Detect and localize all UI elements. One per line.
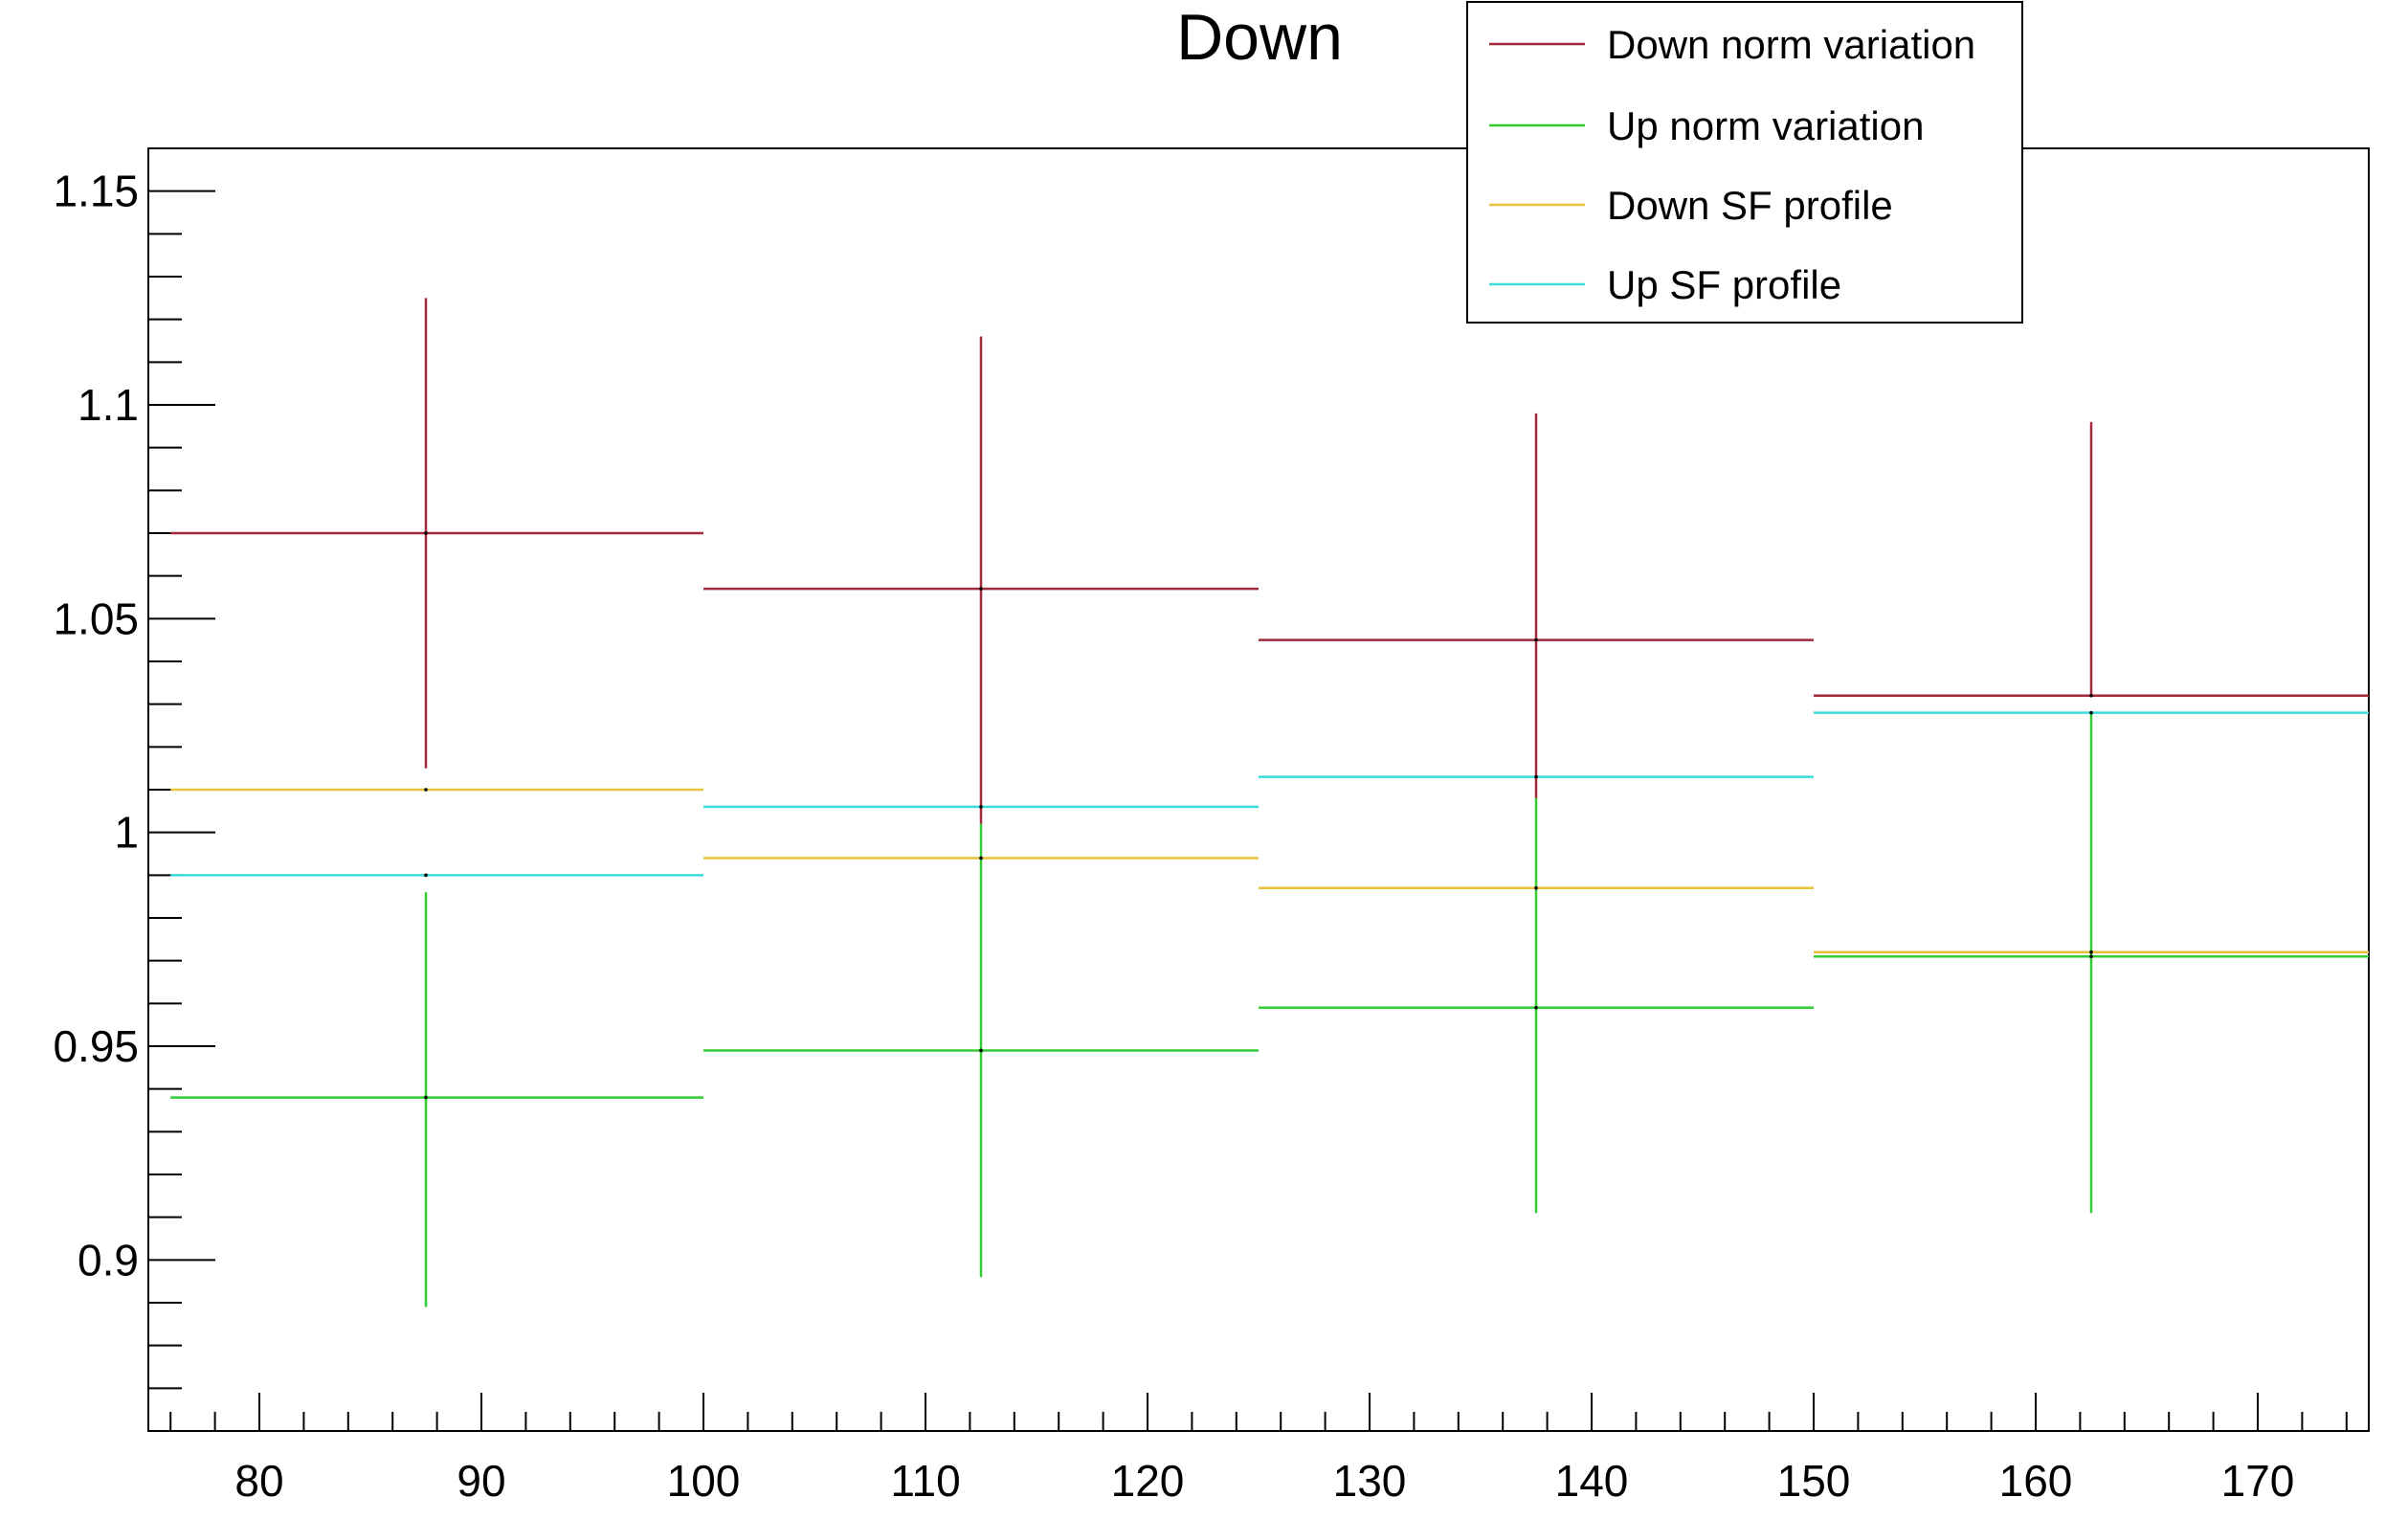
x-tick-label: 160 — [1999, 1456, 2073, 1506]
x-tick-label: 170 — [2221, 1456, 2295, 1506]
x-tick-label: 110 — [890, 1456, 960, 1506]
y-tick-label: 1.05 — [53, 593, 139, 643]
x-tick-label: 130 — [1333, 1456, 1407, 1506]
y-tick-label: 0.9 — [78, 1235, 139, 1285]
series-2 — [170, 788, 2369, 954]
legend-label: Up norm variation — [1607, 103, 1924, 148]
legend-label: Down SF profile — [1607, 183, 1893, 228]
data-point — [424, 788, 428, 792]
y-tick-label: 0.95 — [53, 1021, 139, 1071]
legend-box — [1466, 1, 2023, 324]
data-point — [1534, 637, 1538, 642]
y-tick-label: 1 — [114, 808, 139, 858]
data-point — [979, 1048, 983, 1053]
data-point — [2089, 710, 2093, 715]
axes: 80 90 100 110 120 130 140 150 160 170 0.9 0.95 1 1.05… — [53, 147, 2348, 1506]
data-point — [424, 531, 428, 535]
data-point — [979, 587, 983, 591]
x-tick-label: 120 — [1111, 1456, 1185, 1506]
y-tick-label: 1.15 — [53, 167, 139, 216]
data-point — [1534, 885, 1538, 890]
legend-label: Down norm variation — [1607, 22, 1975, 67]
series-3 — [170, 710, 2369, 878]
series-group — [170, 298, 2369, 1308]
data-point — [1534, 774, 1538, 779]
x-tick-label: 100 — [667, 1456, 741, 1506]
series-1 — [170, 712, 2369, 1308]
legend-label: Up SF profile — [1607, 262, 1841, 307]
data-point — [2089, 693, 2093, 698]
data-point — [424, 873, 428, 878]
data-point — [2089, 950, 2093, 954]
legend: Down norm variation Up norm variation Down… — [1466, 1, 2023, 324]
data-point — [2089, 954, 2093, 958]
data-point — [1534, 1006, 1538, 1010]
data-point — [979, 856, 983, 861]
x-tick-label: 150 — [1777, 1456, 1851, 1506]
data-point — [424, 1095, 428, 1100]
chart-title: Down — [1176, 1, 1343, 74]
x-tick-label: 140 — [1555, 1456, 1629, 1506]
x-tick-label: 90 — [457, 1456, 505, 1506]
series-0 — [170, 298, 2369, 824]
data-point — [979, 805, 983, 809]
x-tick-label: 80 — [234, 1456, 283, 1506]
y-tick-label: 1.1 — [78, 380, 139, 430]
